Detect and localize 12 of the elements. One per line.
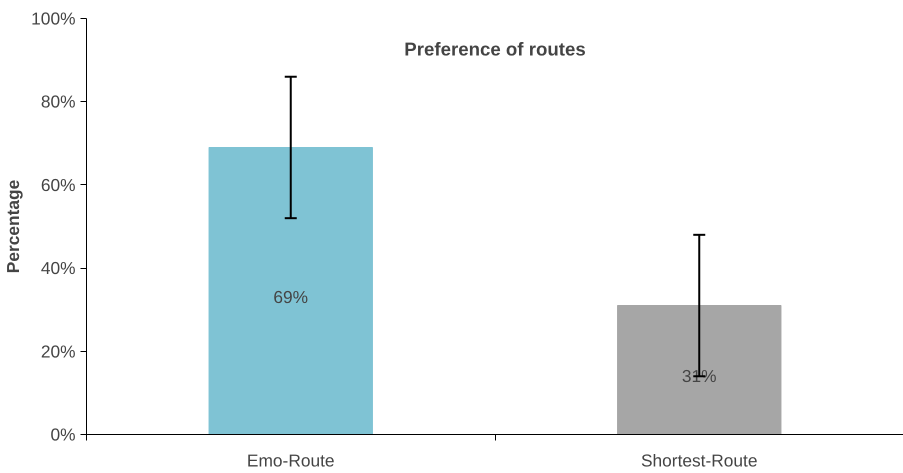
y-tick-label: 60% [40,174,76,195]
data-label: 31% [682,366,717,386]
text: Preference of routes [404,38,586,60]
y-axis-title: Percentage [3,179,24,274]
y-tick-label: 0% [50,424,76,444]
data-label: 69% [273,286,308,307]
y-tick-label: 100% [31,8,76,28]
x-tick-label: Emo-Route [246,450,335,470]
y-tick-label: 80% [40,92,76,112]
y-tick-label: 20% [40,341,76,362]
y-tick-label: 40% [40,258,76,278]
x-tick-label: Shortest-Route [640,450,758,470]
